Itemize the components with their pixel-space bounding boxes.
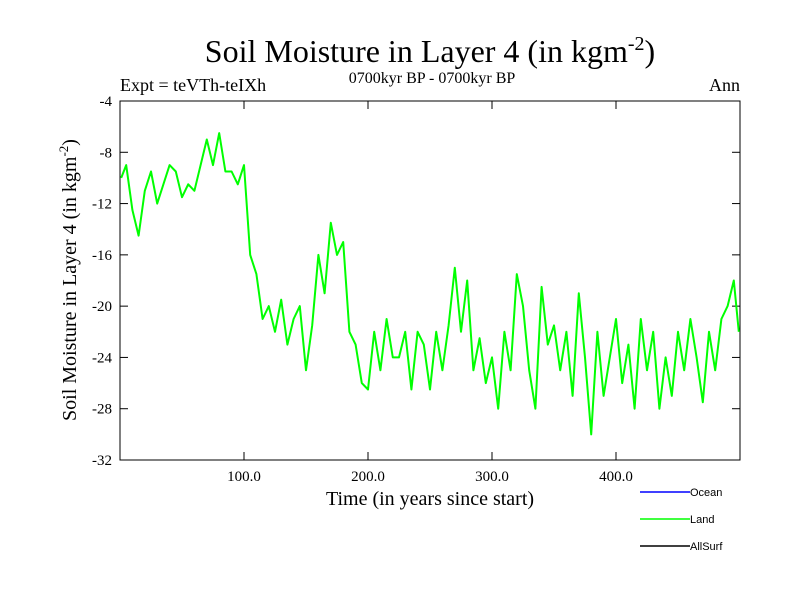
y-tick-label: -12 bbox=[92, 197, 112, 213]
legend-label: Ocean bbox=[690, 487, 722, 499]
y-axis: -32 -28 -24 -20 -16 -12 -8 -4 bbox=[92, 94, 740, 469]
legend: Ocean Land AllSurf bbox=[640, 487, 723, 553]
y-tick-label: -8 bbox=[100, 145, 113, 161]
legend-label: AllSurf bbox=[690, 541, 723, 553]
y-tick-label: -28 bbox=[92, 402, 112, 418]
y-tick-label: -16 bbox=[92, 248, 112, 264]
series-group bbox=[120, 132, 740, 436]
y-tick-label: -4 bbox=[100, 94, 113, 110]
plot-frame bbox=[119, 100, 741, 461]
series-line-land bbox=[120, 132, 740, 436]
season-label: Ann bbox=[709, 75, 740, 95]
period-label: 0700kyr BP - 0700kyr BP bbox=[349, 70, 516, 87]
y-axis-title: Soil Moisture in Layer 4 (in kgm-2) bbox=[56, 139, 81, 421]
y-axis-title-superscript: -2 bbox=[56, 146, 71, 157]
x-tick-label: 200.0 bbox=[351, 469, 385, 485]
y-tick-label: -24 bbox=[92, 350, 112, 366]
chart-title: Soil Moisture in Layer 4 (in kgm-2) bbox=[205, 33, 655, 69]
experiment-label: Expt = teVTh-teIXh bbox=[120, 75, 266, 95]
x-tick-label: 400.0 bbox=[599, 469, 633, 485]
legend-label: Land bbox=[690, 514, 714, 526]
x-tick-label: 300.0 bbox=[475, 469, 509, 485]
x-axis-title: Time (in years since start) bbox=[326, 488, 534, 510]
x-axis: 100.0 200.0 300.0 400.0 bbox=[227, 101, 633, 485]
x-tick-label: 100.0 bbox=[227, 469, 261, 485]
y-tick-label: -20 bbox=[92, 299, 112, 315]
chart-title-superscript: -2 bbox=[628, 33, 645, 55]
y-tick-label: -32 bbox=[92, 453, 112, 469]
